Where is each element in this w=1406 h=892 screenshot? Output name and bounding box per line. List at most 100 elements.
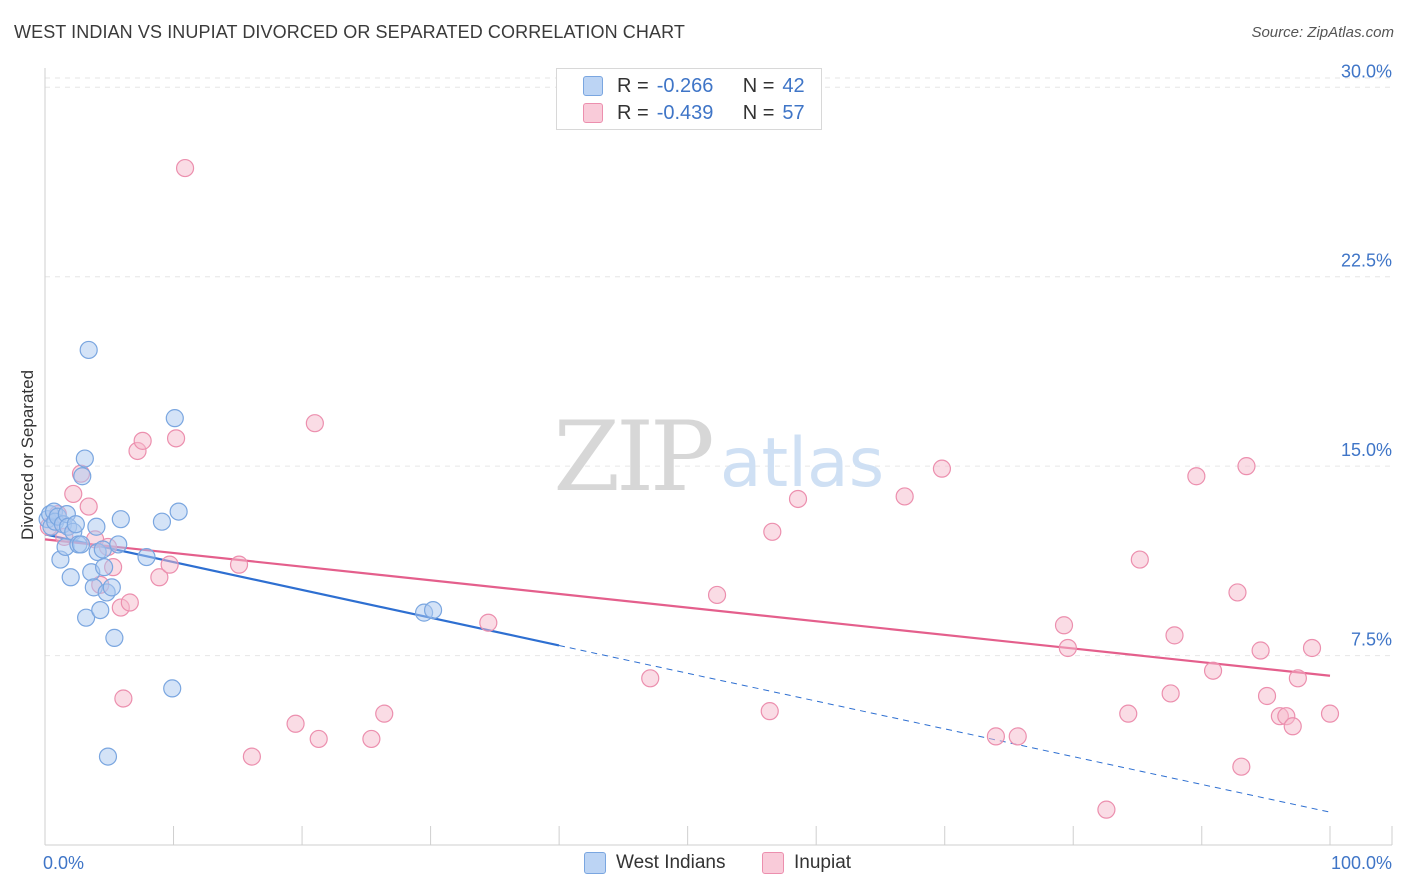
- west-indians-point: [105, 628, 124, 647]
- inupiat-point: [932, 459, 952, 478]
- inupiat-point: [150, 568, 169, 587]
- inupiat-point: [763, 522, 782, 541]
- axis-layer: [44, 68, 1393, 846]
- inupiat-point: [1058, 638, 1077, 658]
- west-indians-point: [165, 409, 184, 428]
- west-indians-point: [77, 608, 96, 627]
- west-indians-point: [66, 515, 85, 534]
- inupiat-point: [1283, 717, 1302, 736]
- inupiat-point: [362, 729, 381, 749]
- west-indians-point: [75, 449, 94, 468]
- inupiat-point: [986, 727, 1006, 746]
- inupiat-point: [1130, 550, 1149, 569]
- inupiat-point: [1165, 626, 1184, 645]
- legend-r-value: -0.439: [656, 101, 714, 124]
- watermark-atlas: atlas: [720, 424, 884, 503]
- bottom-legend-label-west-indians: West Indians: [616, 852, 726, 873]
- legend-n-label: N =: [742, 101, 775, 124]
- west-indians-point: [109, 535, 128, 554]
- inupiat-point: [1203, 661, 1223, 680]
- inupiat-point: [133, 431, 152, 450]
- west-indians-point: [95, 558, 114, 577]
- legend-row-inupiat: R = -0.439 N = 57: [583, 101, 805, 125]
- chart-title: WEST INDIAN VS INUPIAT DIVORCED OR SEPAR…: [14, 22, 685, 42]
- inupiat-point: [707, 585, 727, 605]
- inupiat-point: [166, 429, 186, 448]
- west-indians-point: [102, 578, 121, 597]
- west-indians-point: [79, 340, 98, 360]
- west-indians-point: [73, 467, 92, 486]
- west-indians-point: [91, 600, 110, 620]
- bottom-legend-west-indians: West Indians: [584, 852, 725, 874]
- source-label: Source: ZipAtlas.com: [1251, 24, 1394, 41]
- inupiat-point: [479, 613, 498, 632]
- west-indians-point: [98, 747, 118, 766]
- correlation-legend: R = -0.266 N = 42 R = -0.439 N = 57: [556, 68, 822, 130]
- inupiat-point: [160, 555, 179, 574]
- inupiat-point: [114, 689, 133, 708]
- bottom-legend-swatch-blue: [584, 852, 606, 874]
- legend-row-west-indians: R = -0.266 N = 42: [583, 74, 805, 98]
- west-indians-point: [71, 535, 91, 554]
- inupiat-point: [1008, 727, 1027, 746]
- legend-swatch-blue: [583, 76, 603, 96]
- watermark: ZIP atlas: [553, 401, 884, 513]
- bottom-legend-inupiat: Inupiat: [762, 852, 851, 874]
- y-tick-label: 7.5%: [1351, 630, 1392, 650]
- x-tick-label-min: 0.0%: [43, 853, 84, 873]
- inupiat-point: [788, 489, 808, 509]
- inupiat-point: [286, 714, 305, 733]
- inupiat-point: [1119, 704, 1138, 723]
- legend-n-value: 57: [782, 101, 805, 124]
- inupiat-point: [79, 497, 98, 516]
- inupiat-point: [1237, 457, 1256, 476]
- inupiat-point: [760, 702, 779, 721]
- west-indians-point: [137, 547, 156, 567]
- points-layer: [38, 158, 1340, 819]
- inupiat-point: [1054, 616, 1074, 635]
- west-indians-point: [169, 502, 188, 521]
- inupiat-point: [1288, 669, 1307, 688]
- inupiat-point: [229, 555, 249, 574]
- x-tick-label-max: 100.0%: [1331, 853, 1392, 873]
- west-indians-point: [111, 510, 130, 529]
- west-indians-point: [423, 600, 443, 620]
- legend-n-label: N =: [742, 74, 775, 97]
- legend-n-value: 42: [782, 74, 805, 97]
- inupiat-point: [64, 484, 83, 504]
- inupiat-point: [242, 747, 261, 766]
- inupiat-point: [305, 414, 324, 433]
- west-indians-point: [61, 568, 80, 587]
- inupiat-trendline: [44, 538, 1331, 677]
- inupiat-point: [895, 487, 914, 506]
- inupiat-point: [1228, 583, 1247, 602]
- tick-label-layer: 7.5% 15.0% 22.5% 30.0% 0.0% 100.0%: [43, 61, 1392, 873]
- y-tick-label: 22.5%: [1341, 251, 1392, 271]
- y-tick-label: 15.0%: [1341, 440, 1392, 460]
- inupiat-point: [375, 704, 394, 723]
- legend-swatch-pink: [583, 103, 603, 123]
- y-axis-label: Divorced or Separated: [18, 370, 37, 540]
- y-tick-label: 30.0%: [1341, 61, 1392, 81]
- west-indians-trendline: [44, 533, 560, 647]
- inupiat-point: [1302, 638, 1322, 658]
- legend-r-label: R =: [617, 101, 649, 124]
- legend-r-value: -0.266: [656, 74, 714, 97]
- bottom-legend-swatch-pink: [762, 852, 784, 874]
- inupiat-point: [1251, 641, 1270, 660]
- watermark-zip: ZIP: [553, 401, 712, 513]
- inupiat-point: [1320, 704, 1340, 723]
- inupiat-point: [175, 158, 195, 178]
- inupiat-point: [1232, 757, 1251, 776]
- inupiat-point: [641, 669, 660, 688]
- inupiat-point: [1097, 800, 1116, 819]
- inupiat-point: [1187, 467, 1206, 486]
- west-indians-point: [93, 540, 112, 559]
- legend-r-label: R =: [617, 74, 649, 97]
- west-indians-point: [152, 512, 172, 531]
- trend-layer: [44, 533, 1331, 813]
- inupiat-point: [120, 593, 139, 612]
- inupiat-point: [1257, 686, 1277, 706]
- west-indians-point: [163, 679, 182, 698]
